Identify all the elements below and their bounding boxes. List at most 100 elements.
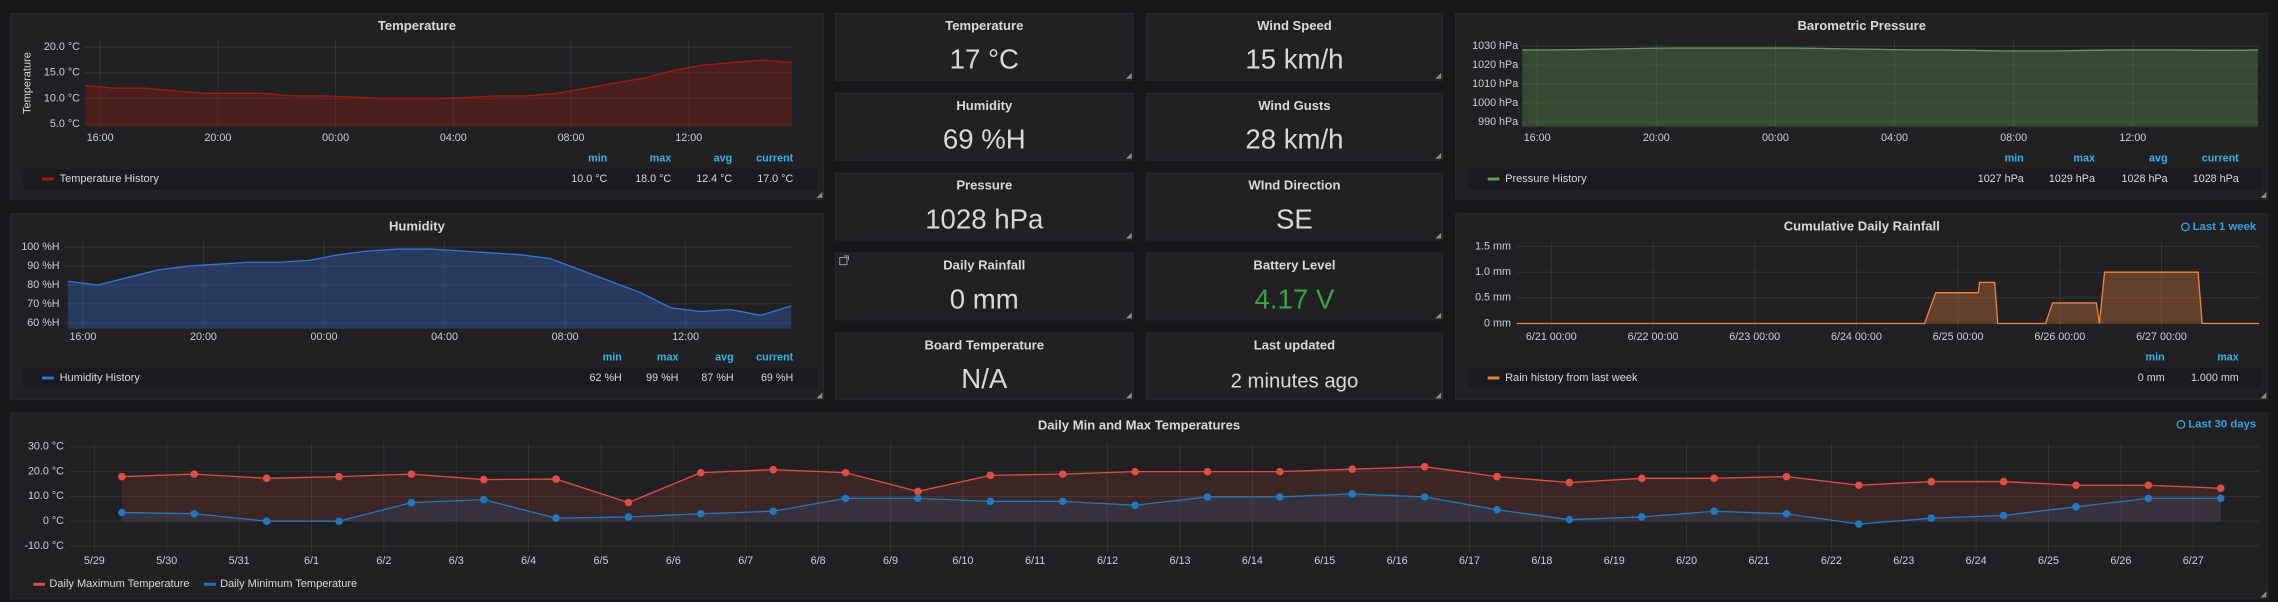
stat-title: Pressure [956,178,1012,193]
x-tick-label: 08:00 [2000,132,2027,144]
marker [1348,490,1357,498]
marker [262,517,271,525]
x-tick-label: 6/27 00:00 [2136,331,2187,343]
x-tick-label: 6/26 00:00 [2034,331,2085,343]
legend-label: Daily Minimum Temperature [220,578,357,590]
marker [1927,477,1936,486]
x-tick-label: 04:00 [440,132,467,144]
y-tick-label: -10.0 °C [24,540,64,552]
panel-title: Cumulative Daily Rainfall [1784,218,1940,233]
marker [1493,472,1501,481]
marker [1637,513,1646,521]
stat-value: 28 km/h [1245,123,1343,154]
line [85,59,792,100]
marker [190,509,198,518]
x-tick-label: 20:00 [190,331,217,343]
legend-value: 10.0 °C [571,173,607,185]
marker [407,470,416,478]
line [1516,271,2260,325]
x-tick-label: 6/19 [1604,555,1625,567]
marker [1782,509,1791,518]
legend-header: min [603,352,622,364]
marker [1276,493,1284,501]
panel [9,412,2269,600]
y-tick-label: 20.0 °C [28,465,64,477]
x-tick-label: 16:00 [69,331,96,343]
stat-value: 4.17 V [1255,283,1335,314]
marker [262,474,271,483]
x-tick-label: 6/12 [1097,555,1118,567]
resize-handle [816,192,823,198]
marker [1710,474,1718,483]
marker [1637,474,1646,483]
x-tick-label: 6/27 [2183,555,2204,567]
y-tick-label: 70 %H [27,298,59,310]
line [121,466,2221,504]
panel [1145,172,1444,241]
marker [2216,484,2225,493]
legend-header: max [657,352,679,364]
legend-value: 69 %H [761,372,793,384]
x-tick-label: 6/6 [666,555,681,567]
marker [1348,465,1357,473]
x-tick-label: 6/15 [1314,555,1335,567]
y-tick-label: 0 mm [1484,317,1511,329]
legend-header: current [2202,152,2239,164]
marker [914,487,922,496]
x-tick-label: 20:00 [1643,132,1670,144]
panel-title: Barometric Pressure [1798,18,1927,33]
resize-handle [1125,232,1132,239]
stat-value: 69 %H [943,123,1026,154]
x-tick-label: 04:00 [1881,132,1908,144]
legend-label: Pressure History [1505,173,1587,185]
x-tick-label: 6/14 [1242,555,1263,567]
area [1516,272,2260,324]
marker [697,468,705,477]
x-tick-label: 6/24 00:00 [1831,331,1882,343]
marker [769,507,778,516]
legend-value: 17.0 °C [757,173,793,185]
stat-value: 17 °C [950,44,1019,75]
marker [986,497,995,506]
marker [914,494,922,503]
legend-label: Daily Maximum Temperature [49,578,189,590]
resize-handle [1125,152,1132,159]
y-tick-label: 1000 hPa [1472,97,1518,109]
y-tick-label: 90 %H [27,260,59,272]
marker [1058,497,1067,506]
x-tick-label: 6/16 [1387,555,1408,567]
x-tick-label: 6/17 [1459,555,1480,567]
legend-header: avg [714,152,733,164]
legend-header: current [756,152,793,164]
area [121,466,2221,522]
stat-value: 2 minutes ago [1231,371,1359,393]
marker [335,517,343,525]
x-tick-label: 5/30 [156,555,177,567]
x-tick-label: 6/21 00:00 [1526,331,1577,343]
marker [552,475,560,483]
x-tick-label: 12:00 [675,132,702,144]
link-icon [839,255,849,266]
x-tick-label: 6/10 [952,555,973,567]
legend-value: 18.0 °C [635,173,671,185]
marker [479,475,488,484]
panel [1145,92,1444,161]
x-tick-label: 00:00 [322,132,349,144]
stat-title: Wind Speed [1257,18,1332,33]
legend-header: max [2217,352,2239,364]
marker [1131,501,1139,510]
marker [190,470,198,478]
marker [1710,507,1718,516]
panel-title: Daily Min and Max Temperatures [1038,417,1240,432]
marker [1203,467,1212,476]
x-tick-label: 5/31 [229,555,250,567]
legend-row [23,367,818,389]
marker [841,494,850,503]
legend-swatch [42,177,54,181]
time-range: Last 30 days [2188,418,2256,430]
legend-header: avg [715,352,734,364]
x-tick-label: 20:00 [204,132,231,144]
marker [2144,494,2153,503]
x-tick-label: 6/13 [1170,555,1191,567]
marker [1276,467,1284,476]
